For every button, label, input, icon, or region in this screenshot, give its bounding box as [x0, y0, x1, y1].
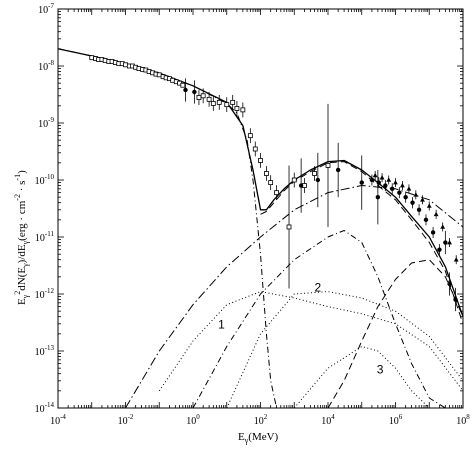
data-point	[447, 281, 452, 287]
data-point	[386, 177, 392, 182]
data-point	[123, 62, 128, 68]
x-tick-label: 104	[321, 413, 335, 427]
data-point	[240, 107, 246, 113]
data-point	[264, 171, 269, 176]
x-tick-label: 102	[254, 413, 268, 427]
x-tick-labels: 10-4 10-2 100 102 104 106 108	[50, 413, 470, 427]
data-point	[268, 180, 274, 186]
x-tick-label: 10-2	[118, 413, 134, 427]
x-tick-label: 100	[186, 413, 200, 427]
data-point	[397, 190, 402, 195]
data-point	[423, 217, 429, 223]
data-point	[403, 194, 408, 200]
data-point	[252, 146, 258, 152]
data-point	[379, 175, 385, 180]
data-point	[420, 197, 425, 202]
data-point	[430, 230, 436, 235]
data-point	[406, 186, 412, 191]
data-point	[433, 211, 439, 217]
model-curve-7	[158, 291, 464, 392]
data-point	[426, 203, 432, 208]
data-point	[200, 93, 206, 99]
y-tick-label: 10-7	[38, 2, 54, 16]
data-point	[410, 200, 415, 205]
model-curve-8	[226, 291, 464, 409]
data-point	[413, 192, 419, 197]
data-point	[230, 99, 236, 105]
x-axis-title: Eγ(MeV)	[238, 431, 279, 445]
data-point	[291, 177, 297, 183]
model-curve-9	[293, 346, 430, 409]
model-curve-6	[327, 259, 464, 409]
data-point	[335, 167, 341, 173]
data-point	[224, 102, 230, 108]
curve-annotation: 1	[218, 317, 225, 331]
data-point	[196, 95, 202, 100]
y-axis-title: Eγ2dN(Eγ)/dEγ(erg · cm-2 · s-1)	[13, 170, 30, 305]
model-curve-4	[125, 185, 464, 409]
data-point	[443, 240, 448, 245]
data-point	[315, 177, 321, 183]
y-tick-label: 10-10	[35, 173, 55, 187]
plot-frame	[57, 8, 464, 409]
data-point	[440, 224, 446, 229]
y-tick-label: 10-9	[38, 116, 54, 130]
data-point	[258, 158, 263, 163]
data-point	[183, 87, 188, 93]
model-curve-5	[192, 230, 446, 409]
data-point	[216, 99, 222, 105]
data-point	[393, 180, 398, 185]
data-point	[437, 247, 442, 252]
data-point	[312, 171, 317, 176]
curve-annotation: 3	[377, 363, 384, 377]
curve-annotation: 2	[314, 281, 321, 295]
data-point	[383, 183, 388, 188]
data-point	[325, 163, 331, 168]
data-point	[180, 82, 186, 88]
y-tick-label: 10-12	[35, 287, 55, 301]
data-point	[416, 207, 422, 213]
model-curve-2	[260, 161, 464, 324]
data-point	[274, 190, 280, 196]
x-tick-label: 10-4	[50, 413, 66, 427]
data-point	[156, 72, 162, 78]
model-curves	[57, 48, 464, 409]
data-point	[369, 177, 375, 183]
y-tick-label: 10-14	[35, 401, 55, 415]
data-points	[89, 55, 459, 312]
data-point	[376, 180, 381, 185]
data-point	[359, 180, 364, 185]
model-curve-3	[57, 48, 278, 409]
y-tick-label: 10-11	[35, 230, 55, 244]
x-tick-label: 106	[389, 413, 403, 427]
data-point	[192, 89, 197, 95]
data-point	[372, 172, 378, 178]
data-point	[210, 101, 216, 106]
data-point	[399, 182, 405, 188]
data-point	[234, 106, 240, 111]
data-point	[286, 224, 292, 230]
data-point	[447, 239, 452, 245]
data-point	[206, 96, 212, 102]
y-tick-labels: 10-14 10-13 10-12 10-11 10-10 10-9 10-8 10-7	[35, 2, 55, 415]
data-point	[453, 257, 459, 262]
data-point	[298, 183, 304, 188]
data-point	[453, 297, 458, 302]
curve-annotations: 1 2 3	[218, 281, 384, 377]
data-point	[247, 133, 253, 139]
y-tick-label: 10-8	[38, 59, 54, 73]
data-point	[390, 186, 395, 192]
y-tick-label: 10-13	[35, 344, 55, 358]
data-point	[89, 55, 95, 61]
x-tick-label: 108	[456, 413, 470, 427]
data-point	[375, 194, 381, 200]
